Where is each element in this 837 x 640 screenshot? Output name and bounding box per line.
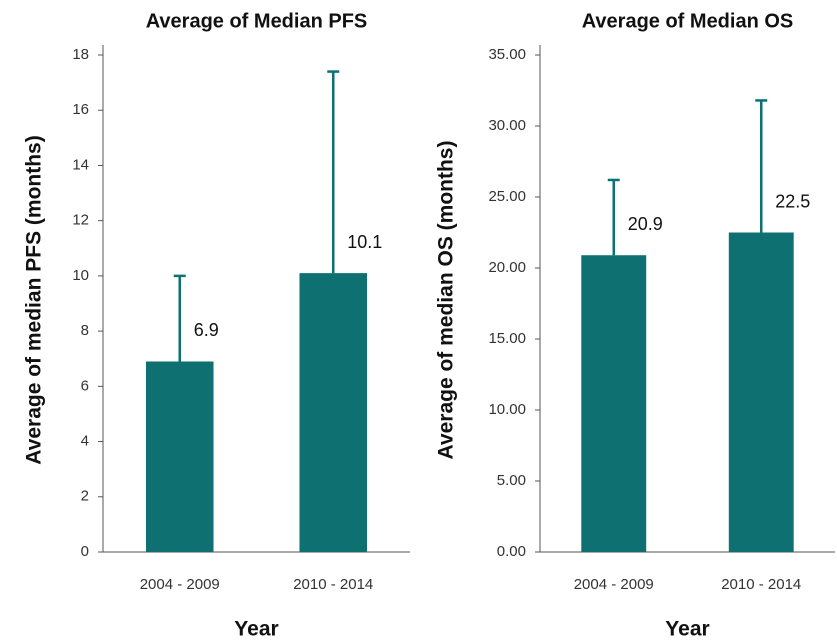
bar (299, 273, 368, 552)
y-tick-label: 12 (72, 212, 89, 229)
y-tick-label: 10.00 (488, 401, 526, 418)
value-label: 20.9 (628, 214, 663, 234)
x-tick-label: 2004 - 2009 (574, 576, 654, 593)
y-tick-label: 5.00 (497, 472, 526, 489)
y-axis-title: Average of median OS (months) (435, 141, 458, 460)
x-tick-label: 2010 - 2014 (293, 576, 373, 593)
y-tick-label: 0 (81, 543, 89, 560)
value-label: 6.9 (194, 320, 219, 340)
y-tick-label: 20.00 (488, 259, 526, 276)
y-tick-label: 35.00 (488, 46, 526, 63)
y-tick-label: 10 (72, 267, 89, 284)
y-tick-label: 6 (81, 377, 89, 394)
chart-title: Average of Median OS (582, 10, 794, 32)
y-tick-label: 14 (72, 156, 89, 173)
value-label: 22.5 (775, 191, 810, 211)
chart-title: Average of Median PFS (146, 10, 368, 32)
x-tick-label: 2010 - 2014 (721, 576, 801, 593)
y-tick-label: 16 (72, 101, 89, 118)
y-tick-label: 0.00 (497, 543, 526, 560)
value-label: 10.1 (347, 232, 382, 252)
y-tick-label: 8 (81, 322, 89, 339)
x-axis-title: Year (234, 618, 278, 640)
y-tick-label: 25.00 (488, 188, 526, 205)
y-tick-label: 30.00 (488, 117, 526, 134)
y-tick-label: 4 (81, 433, 89, 450)
bar (145, 361, 214, 552)
y-tick-label: 18 (72, 46, 89, 63)
y-tick-label: 15.00 (488, 330, 526, 347)
x-axis-title: Year (665, 618, 709, 640)
y-tick-label: 2 (81, 488, 89, 505)
bar (728, 232, 794, 552)
x-tick-label: 2004 - 2009 (140, 576, 220, 593)
y-axis-title: Average of median PFS (months) (23, 135, 46, 464)
bar (581, 255, 647, 552)
